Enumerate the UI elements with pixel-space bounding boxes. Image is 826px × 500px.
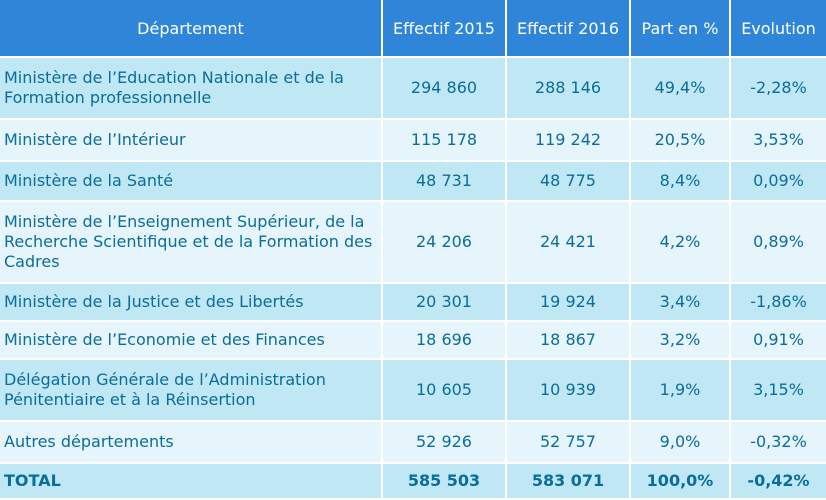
header-effectif-2015: Effectif 2015 [382,0,507,58]
cell-effectif-2016: 24 421 [506,201,631,284]
cell-evolution: 0,09% [730,161,826,202]
cell-departement: Autres départements [0,421,383,464]
total-evolution: -0,42% [730,463,826,500]
cell-part: 1,9% [630,359,731,422]
cell-evolution: -1,86% [730,283,826,322]
cell-departement: Ministère de l’Enseignement Supérieur, d… [0,201,383,284]
total-effectif-2016: 583 071 [506,463,631,500]
cell-effectif-2016: 52 757 [506,421,631,464]
cell-departement: Ministère de la Justice et des Libertés [0,283,383,322]
table-row: Ministère de la Justice et des Libertés … [0,283,826,322]
cell-effectif-2016: 18 867 [506,321,631,360]
cell-departement: Ministère de l’Economie et des Finances [0,321,383,360]
cell-evolution: 0,89% [730,201,826,284]
cell-departement: Délégation Générale de l’Administration … [0,359,383,422]
header-effectif-2016: Effectif 2016 [506,0,631,58]
cell-part: 8,4% [630,161,731,202]
header-departement: Département [0,0,383,58]
total-part: 100,0% [630,463,731,500]
cell-evolution: 3,15% [730,359,826,422]
cell-effectif-2015: 20 301 [382,283,507,322]
total-row: TOTAL 585 503 583 071 100,0% -0,42% [0,463,826,500]
cell-evolution: -0,32% [730,421,826,464]
header-row: Département Effectif 2015 Effectif 2016 … [0,0,826,58]
cell-evolution: -2,28% [730,57,826,120]
cell-part: 4,2% [630,201,731,284]
cell-effectif-2015: 294 860 [382,57,507,120]
table-row: Délégation Générale de l’Administration … [0,359,826,422]
cell-effectif-2016: 119 242 [506,119,631,162]
cell-part: 9,0% [630,421,731,464]
cell-departement: Ministère de la Santé [0,161,383,202]
cell-effectif-2015: 115 178 [382,119,507,162]
cell-part: 3,4% [630,283,731,322]
cell-part: 3,2% [630,321,731,360]
table-row: Ministère de l’Economie et des Finances … [0,321,826,360]
cell-effectif-2015: 10 605 [382,359,507,422]
table-row: Autres départements 52 926 52 757 9,0% -… [0,421,826,464]
cell-evolution: 3,53% [730,119,826,162]
cell-departement: Ministère de l’Intérieur [0,119,383,162]
header-evolution: Evolution [730,0,826,58]
table-row: Ministère de l’Enseignement Supérieur, d… [0,201,826,284]
header-part: Part en % [630,0,731,58]
cell-effectif-2016: 48 775 [506,161,631,202]
cell-effectif-2015: 24 206 [382,201,507,284]
cell-effectif-2015: 48 731 [382,161,507,202]
cell-effectif-2016: 288 146 [506,57,631,120]
table-row: Ministère de l’Intérieur 115 178 119 242… [0,119,826,162]
cell-departement: Ministère de l’Education Nationale et de… [0,57,383,120]
cell-part: 20,5% [630,119,731,162]
total-effectif-2015: 585 503 [382,463,507,500]
table-row: Ministère de la Santé 48 731 48 775 8,4%… [0,161,826,202]
total-label: TOTAL [0,463,383,500]
cell-effectif-2015: 52 926 [382,421,507,464]
cell-effectif-2016: 10 939 [506,359,631,422]
cell-part: 49,4% [630,57,731,120]
cell-effectif-2016: 19 924 [506,283,631,322]
cell-effectif-2015: 18 696 [382,321,507,360]
cell-evolution: 0,91% [730,321,826,360]
table-row: Ministère de l’Education Nationale et de… [0,57,826,120]
